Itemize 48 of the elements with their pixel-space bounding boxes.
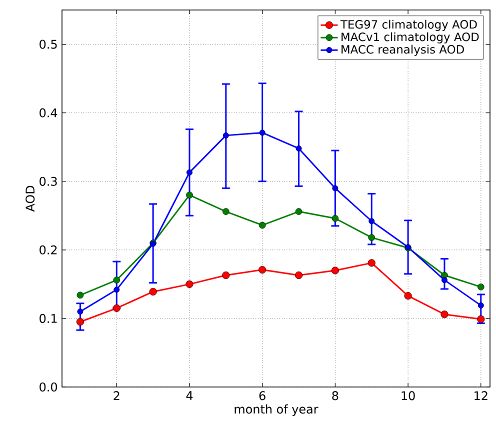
point <box>295 208 302 215</box>
point <box>478 284 484 290</box>
point <box>441 277 448 284</box>
point <box>368 234 376 241</box>
point <box>477 315 485 323</box>
point <box>113 276 120 284</box>
point <box>259 130 266 136</box>
point <box>258 222 266 229</box>
point <box>332 185 338 192</box>
point <box>258 266 266 274</box>
point <box>114 286 120 293</box>
x-tick-label: 12 <box>474 391 488 400</box>
point <box>440 310 448 318</box>
point <box>294 271 303 280</box>
point <box>186 169 192 176</box>
x-tick-label: 6 <box>259 391 266 400</box>
x-tick-label: 8 <box>332 391 338 400</box>
legend-label: TEG97 climatology AOD <box>340 20 477 31</box>
x-axis-title: month of year <box>234 404 318 416</box>
point <box>331 266 339 274</box>
y-tick-label: 0.5 <box>40 40 57 49</box>
y-tick-label: 0.1 <box>40 314 57 323</box>
x-tick-label: 4 <box>186 391 193 400</box>
point <box>478 302 484 308</box>
point <box>368 259 376 267</box>
point <box>368 218 375 224</box>
point <box>149 288 157 296</box>
point <box>332 214 339 222</box>
y-tick-label: 0.0 <box>40 382 58 392</box>
y-tick-label: 0.2 <box>40 245 57 254</box>
y-axis-title: AOD <box>26 186 35 212</box>
point <box>76 318 84 326</box>
point <box>222 271 230 280</box>
y-tick-label: 0.3 <box>40 176 57 186</box>
point <box>296 145 302 152</box>
point <box>112 304 120 312</box>
point <box>186 192 193 198</box>
point <box>186 280 194 288</box>
legend-label: MACv1 climatology AOD <box>342 32 479 44</box>
y-tick-label: 0.4 <box>40 108 58 118</box>
point <box>222 132 229 138</box>
x-tick-label: 10 <box>402 391 415 400</box>
point <box>76 292 84 299</box>
point <box>404 292 412 300</box>
x-tick-label: 2 <box>114 391 120 400</box>
legend-label: MACC reanalysis AOD <box>342 44 464 56</box>
point <box>222 208 230 215</box>
point <box>77 308 84 315</box>
